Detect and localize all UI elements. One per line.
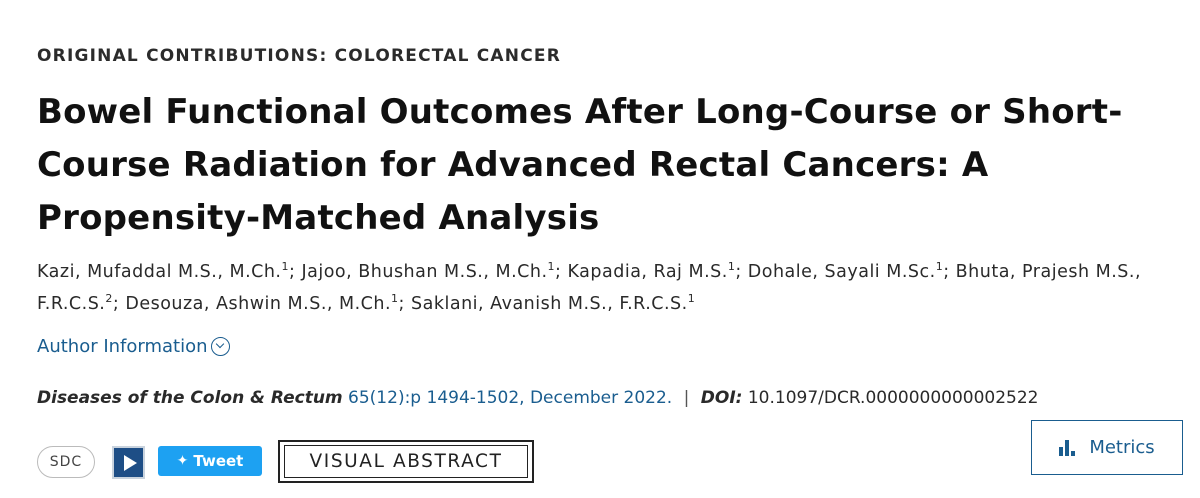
author-name[interactable]: Kazi, Mufaddal M.S., M.Ch. (37, 262, 282, 282)
affiliation-sup: 1 (935, 260, 944, 274)
title-line-2: Course Radiation for Advanced Rectal Can… (37, 145, 989, 185)
volume-pages-link[interactable]: 65(12):p 1494-1502, December 2022. (348, 388, 673, 408)
title-line-1: Bowel Functional Outcomes After Long-Cou… (37, 92, 1123, 132)
doi-label: DOI: (700, 388, 743, 408)
author-name[interactable]: Kapadia, Raj M.S. (567, 262, 728, 282)
author-name[interactable]: Jajoo, Bhushan M.S., M.Ch. (301, 262, 548, 282)
author-information-toggle[interactable]: Author Information (37, 336, 230, 357)
title-line-3: Propensity-Matched Analysis (37, 198, 600, 238)
author-list: Kazi, Mufaddal M.S., M.Ch.1; Jajoo, Bhus… (37, 256, 1167, 320)
metrics-button[interactable]: Metrics (1031, 420, 1183, 475)
author-separator: ; (289, 262, 302, 282)
doi-value: 10.1097/DCR.0000000000002522 (747, 388, 1039, 408)
author-name[interactable]: Dohale, Sayali M.Sc. (747, 262, 936, 282)
chevron-down-circle-icon (210, 337, 230, 356)
author-name[interactable]: Saklani, Avanish M.S., F.R.C.S. (411, 294, 688, 314)
affiliation-sup: 1 (281, 260, 289, 274)
citation: Diseases of the Colon & Rectum 65(12):p … (37, 388, 1039, 408)
article-title: Bowel Functional Outcomes After Long-Cou… (37, 86, 1157, 245)
affiliation-sup: 1 (547, 260, 556, 274)
twitter-bird-icon: ✦ (176, 453, 189, 469)
journal-name: Diseases of the Colon & Rectum (37, 388, 343, 408)
affiliation-sup: 1 (727, 260, 736, 274)
author-separator: ; (735, 262, 748, 282)
author-line-2: F.R.C.S.2; Desouza, Ashwin M.S., M.Ch.1;… (37, 288, 1167, 320)
author-separator: ; (943, 262, 956, 282)
affiliation-sup: 2 (105, 292, 113, 306)
author-separator: ; (112, 294, 126, 314)
author-information-label: Author Information (37, 336, 208, 357)
author-line-1: Kazi, Mufaddal M.S., M.Ch.1; Jajoo, Bhus… (37, 256, 1167, 288)
section-label: ORIGINAL CONTRIBUTIONS: COLORECTAL CANCE… (37, 46, 561, 66)
tweet-button[interactable]: ✦ Tweet (158, 446, 262, 476)
sdc-button[interactable]: SDC (37, 446, 95, 478)
citation-separator: | (683, 388, 690, 408)
author-name-continued[interactable]: F.R.C.S. (37, 294, 106, 314)
bar-chart-icon (1059, 439, 1077, 456)
metrics-label: Metrics (1089, 437, 1155, 458)
play-icon[interactable] (112, 446, 145, 479)
tweet-label: Tweet (193, 452, 244, 470)
visual-abstract-label: VISUAL ABSTRACT (284, 445, 528, 478)
author-separator: ; (555, 262, 568, 282)
author-separator: ; (398, 294, 412, 314)
affiliation-sup: 1 (687, 292, 696, 306)
visual-abstract-button[interactable]: VISUAL ABSTRACT (278, 440, 534, 483)
affiliation-sup: 1 (391, 292, 399, 306)
author-name[interactable]: Bhuta, Prajesh M.S., (955, 262, 1142, 282)
author-name[interactable]: Desouza, Ashwin M.S., M.Ch. (125, 294, 392, 314)
